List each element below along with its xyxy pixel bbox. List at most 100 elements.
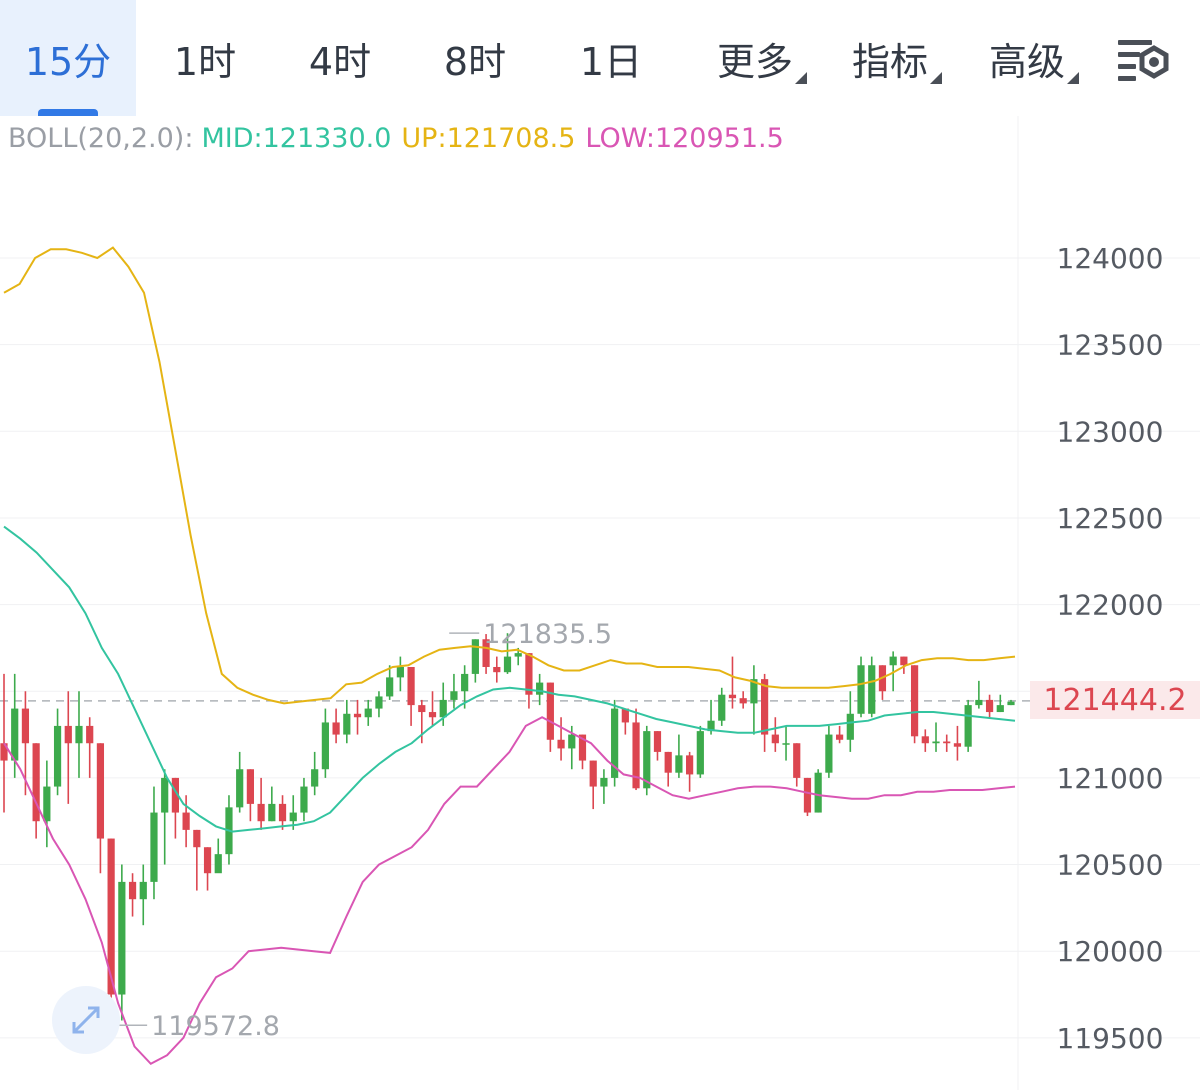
y-tick-label: 122500 (1057, 502, 1164, 535)
tab-8hour[interactable]: 8时 (420, 0, 530, 116)
dropdown-caret-icon (1067, 72, 1079, 84)
candle-body (761, 679, 769, 735)
current-price-tag: 121444.2 (1030, 681, 1200, 719)
candles-layer (0, 633, 1015, 1024)
candle-body (910, 665, 919, 737)
candle-body (932, 741, 940, 744)
candle-body (889, 656, 897, 666)
tab-label: 高级 (988, 39, 1065, 84)
candle-body (675, 755, 683, 773)
candle-body (118, 881, 126, 995)
candle-body (493, 666, 501, 673)
candle-body (182, 812, 190, 830)
tab-label: 4时 (308, 39, 372, 84)
more-dropdown[interactable]: 更多 (700, 0, 810, 116)
candle-body (739, 698, 747, 704)
candle-body (428, 712, 437, 718)
candle-body (332, 722, 340, 735)
chart-settings-icon (1118, 40, 1169, 81)
boll-up-value: UP:121708.5 (401, 122, 576, 154)
candle-body (825, 734, 833, 773)
candle-body (611, 708, 619, 778)
candle-body (311, 769, 319, 787)
tab-1hour[interactable]: 1时 (150, 0, 260, 116)
indicators-dropdown[interactable]: 指标 (835, 0, 945, 116)
candle-body (257, 803, 265, 822)
candle-body (321, 722, 329, 770)
candle-body (707, 720, 715, 732)
candle-body (546, 682, 554, 740)
candle-body (43, 786, 51, 822)
candle-body (53, 725, 62, 787)
candle-body (439, 699, 447, 718)
candle-body (482, 639, 490, 667)
candle-body (268, 803, 276, 822)
candle-body (64, 725, 72, 744)
candle-body (868, 665, 876, 714)
tab-4hour[interactable]: 4时 (285, 0, 395, 116)
tab-15min[interactable]: 15分 (0, 0, 136, 116)
candle-body (632, 722, 640, 789)
candle-body (86, 725, 94, 744)
candle-body (193, 829, 201, 848)
candle-body (975, 699, 983, 706)
high-low-annotations: 121835.5 119572.8 (117, 619, 612, 1042)
candle-body (557, 739, 565, 749)
dropdown-caret-icon (930, 72, 942, 84)
candle-body (600, 777, 608, 787)
candle-body (375, 696, 383, 709)
timeframe-tab-bar: 15分 1时 4时 8时 1日 更多 指标 高级 (0, 0, 1200, 116)
candle-body (450, 691, 458, 700)
tab-1day[interactable]: 1日 (556, 0, 666, 116)
candle-body (750, 679, 758, 704)
y-tick-label: 120000 (1057, 935, 1164, 968)
chart-settings-button[interactable] (1112, 34, 1174, 86)
candle-body (621, 708, 629, 723)
candle-body (107, 838, 115, 995)
tab-label: 1时 (173, 39, 237, 84)
bollinger-bands (3, 246, 1016, 1066)
candle-body (246, 769, 254, 804)
candle-body (214, 854, 222, 874)
boll-low-line (3, 716, 1016, 1066)
boll-indicator-name: BOLL(20,2.0): (8, 122, 194, 154)
candle-body (589, 760, 597, 787)
candle-body (782, 743, 790, 745)
candle-body (943, 741, 951, 744)
candle-body (857, 665, 865, 714)
candle-body (953, 743, 962, 747)
boll-legend: BOLL(20,2.0): MID:121330.0 UP:121708.5 L… (8, 118, 794, 158)
candle-body (814, 772, 822, 813)
candle-body (921, 736, 929, 744)
candle-body (846, 713, 854, 740)
candle-body (718, 694, 726, 721)
candle-body (150, 812, 158, 882)
tab-label: 指标 (851, 39, 928, 84)
candle-body (386, 677, 394, 697)
candle-body (664, 751, 672, 773)
candle-body (21, 708, 30, 744)
boll-low-value: LOW:120951.5 (585, 122, 784, 154)
candle-body (536, 682, 544, 695)
price-axis: 1240001235001230001225001220001215001210… (1057, 242, 1164, 1055)
candle-body (771, 734, 779, 744)
candle-body (996, 705, 1004, 713)
candle-body (278, 803, 287, 822)
candle-body (578, 734, 587, 761)
fullscreen-button[interactable] (52, 986, 120, 1054)
candle-body (728, 694, 737, 699)
boll-mid-value: MID:121330.0 (201, 122, 392, 154)
candle-body (503, 656, 512, 673)
candle-body (289, 812, 297, 822)
candle-body (985, 699, 994, 713)
high-price-label: 121835.5 (483, 619, 612, 650)
advanced-dropdown[interactable]: 高级 (972, 0, 1082, 116)
candle-body (407, 666, 415, 706)
y-tick-label: 123000 (1057, 415, 1164, 448)
candle-body (835, 734, 844, 740)
candlestick-chart[interactable]: 1240001235001230001225001220001215001210… (0, 116, 1200, 1090)
boll-mid-line (3, 525, 1016, 833)
candle-body (686, 755, 694, 775)
candle-body (364, 708, 372, 718)
candle-body (568, 734, 576, 749)
